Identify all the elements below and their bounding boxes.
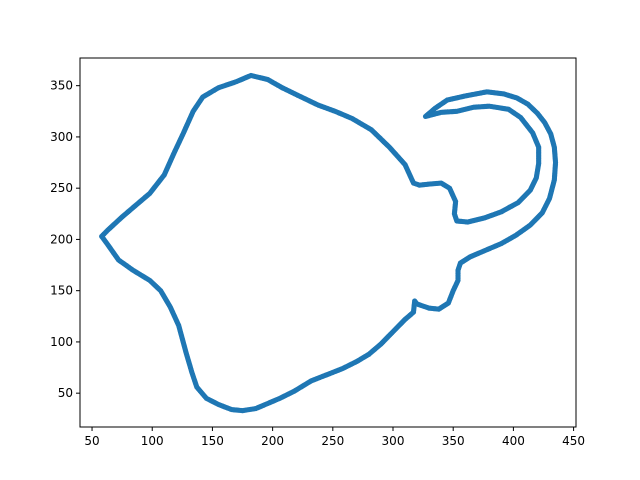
x-tick-label: 150 [201,434,224,448]
x-tick-label: 400 [502,434,525,448]
x-axis: 50 100 150 200 250 300 350 400 450 [84,427,585,448]
y-tick-label: 100 [50,335,73,349]
y-tick-label: 250 [50,181,73,195]
plot-frame [79,57,577,428]
y-tick-label: 350 [50,79,73,93]
x-tick-label: 50 [84,434,99,448]
x-tick-label: 450 [562,434,585,448]
y-tick-label: 300 [50,130,73,144]
y-tick-label: 50 [58,386,73,400]
x-tick-label: 350 [442,434,465,448]
data-points [99,72,559,414]
x-tick-label: 200 [261,434,284,448]
y-tick-label: 150 [50,284,73,298]
x-tick-label: 250 [321,434,344,448]
y-axis: 50 100 150 200 250 300 350 [50,79,80,400]
x-tick-label: 300 [382,434,405,448]
y-tick-label: 200 [50,232,73,246]
x-tick-label: 100 [141,434,164,448]
data-point [424,113,430,119]
